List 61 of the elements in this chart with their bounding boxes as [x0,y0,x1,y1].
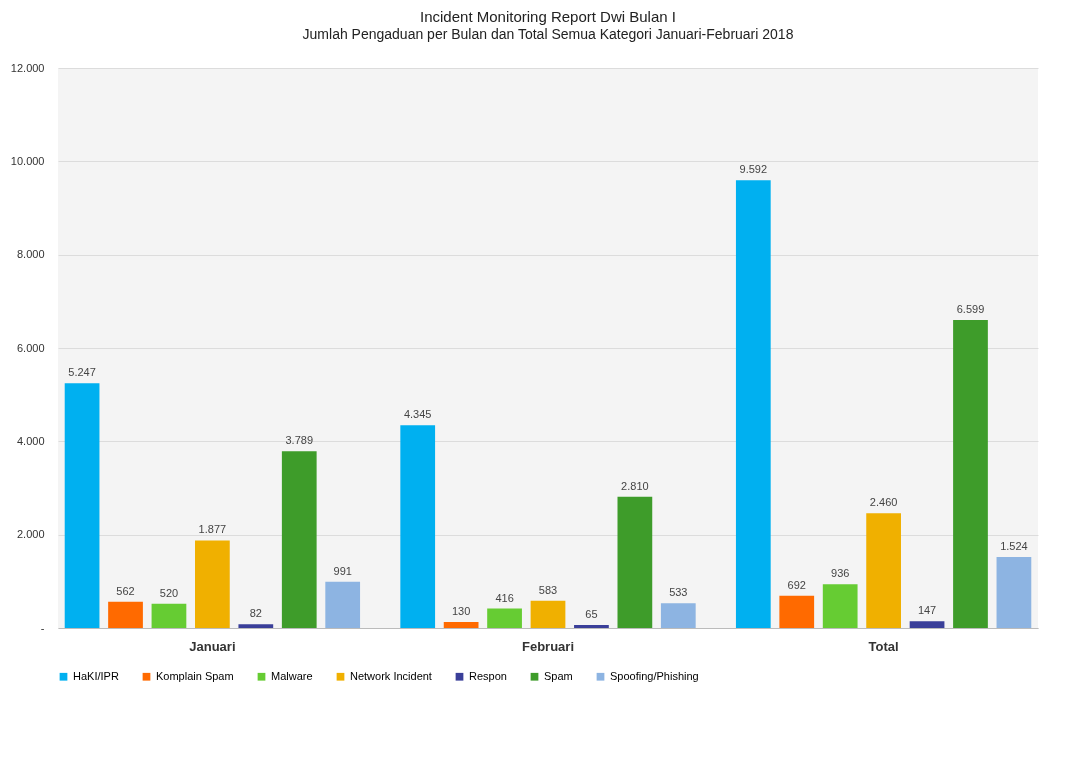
data-label: 5.247 [68,366,96,379]
bar [195,540,230,628]
legend-label: Malware [271,669,313,682]
legend-label: Komplain Spam [156,669,234,682]
data-label: 562 [116,584,135,597]
bar [443,621,479,628]
data-label: 1.524 [1000,539,1028,552]
legend-label: Spam [544,669,573,682]
bar [400,425,436,628]
y-tick-label: 4.000 [16,434,45,447]
data-label: 533 [669,586,688,599]
data-label: 2.810 [621,479,649,492]
bar [530,600,566,628]
y-tick-label: 6.000 [16,341,45,354]
data-label: 147 [917,604,937,617]
bar [660,603,696,628]
data-label: 82 [249,607,262,620]
y-tick-label: 12.000 [10,61,45,74]
bar [909,621,945,628]
bar [108,601,143,628]
bar [487,608,522,628]
y-tick-label: 10.000 [10,154,45,167]
chart-title: Incident Monitoring Report Dwi Bulan I [420,8,676,25]
data-label: 583 [538,583,558,596]
data-label: 1.877 [198,523,227,536]
x-tick-label: Januari [189,638,236,654]
data-label: 692 [787,578,806,591]
data-label: 9.592 [739,163,768,176]
bar [996,556,1032,628]
data-label: 2.460 [869,496,898,509]
bar [238,624,274,628]
bar [574,624,609,628]
data-label: 991 [333,564,352,577]
bar [281,451,317,628]
data-label: 3.789 [285,434,314,447]
legend-label: Network Incident [350,669,432,682]
chart-subtitle: Jumlah Pengaduan per Bulan dan Total Semua Kategori Januari-Februari 2018 [302,26,794,42]
y-tick-label: - [40,621,45,634]
data-label: 520 [159,586,179,599]
data-label: 936 [831,567,850,580]
legend-label: Spoofing/Phishing [610,669,699,682]
y-tick-label: 8.000 [16,248,45,261]
legend-label: HaKI/IPR [73,669,119,682]
bar [325,581,361,628]
bar [735,180,771,628]
data-label: 65 [585,607,598,620]
bar [779,595,815,628]
data-label: 6.599 [956,303,985,316]
legend-label: Respon [469,669,507,682]
bar [617,496,653,628]
data-label: 4.345 [403,408,432,421]
y-tick-label: 2.000 [16,528,45,541]
data-label: 416 [495,591,514,604]
data-label: 130 [451,604,471,617]
bar [822,584,858,628]
bar [64,383,100,628]
x-tick-label: Total [868,638,899,654]
x-tick-label: Februari [521,638,575,654]
bar [866,513,901,628]
bar [151,603,187,628]
bar [953,320,988,628]
